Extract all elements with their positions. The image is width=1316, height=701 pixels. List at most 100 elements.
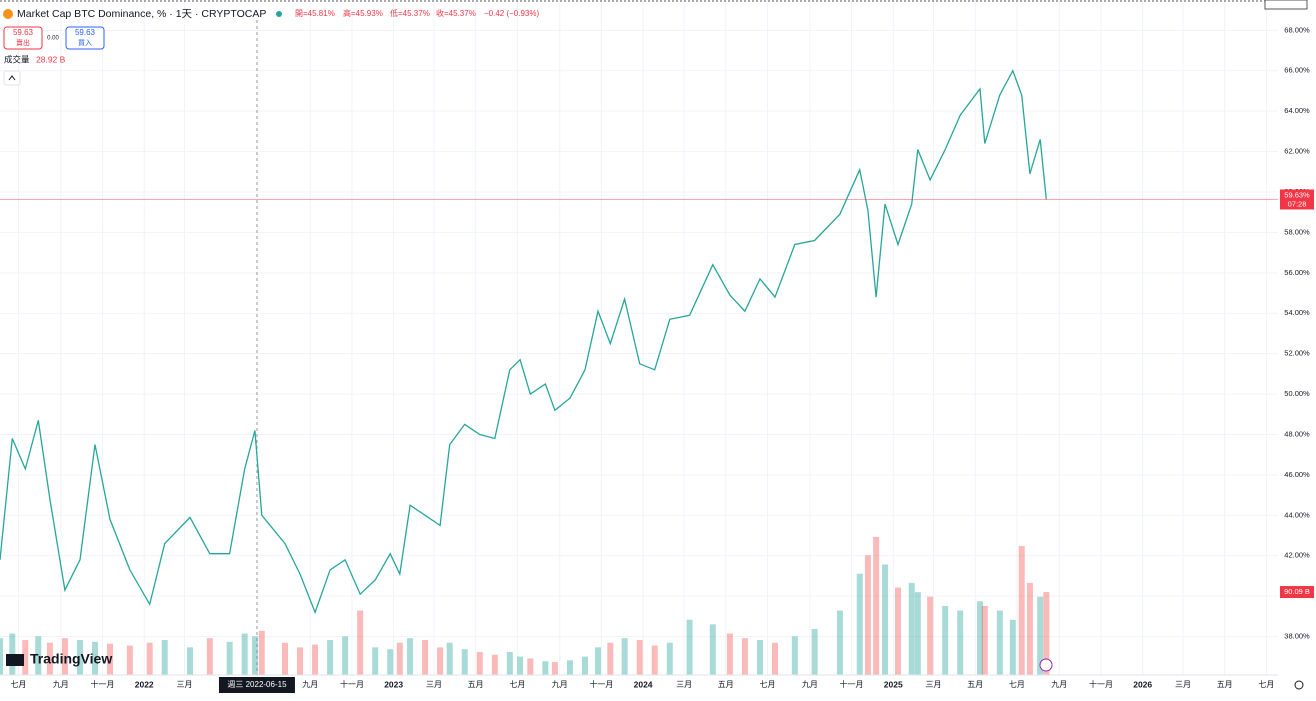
volume-bar	[206, 638, 213, 675]
x-tick-label: 五月	[718, 680, 734, 689]
ohlc-close: 收=45.37%	[436, 8, 476, 18]
volume-bar	[506, 651, 513, 675]
volume-bar	[1037, 596, 1044, 675]
x-tick-label: 三月	[177, 680, 193, 689]
y-tick-label: 44.00%	[1284, 510, 1310, 519]
x-tick-label: 十一月	[840, 679, 864, 689]
x-tick-label: 三月	[926, 680, 942, 689]
volume-bar	[437, 647, 444, 675]
volume-bar	[0, 638, 3, 675]
volume-bar	[836, 610, 843, 675]
last-volume-box	[1280, 586, 1314, 599]
x-tick-label: 七月	[1258, 680, 1274, 689]
volume-bar	[566, 660, 573, 675]
x-tick-label: 七月	[1009, 680, 1025, 689]
volume-bar	[297, 647, 304, 675]
volume-bar	[942, 605, 949, 675]
volume-bar	[517, 656, 524, 675]
settings-icon[interactable]	[1294, 680, 1304, 690]
volume-bar	[251, 636, 258, 675]
volume-bar	[226, 641, 233, 675]
y-tick-label: 62.00%	[1284, 147, 1310, 156]
volume-bar	[709, 624, 716, 675]
ohlc-low: 低=45.37%	[390, 8, 430, 18]
volume-bar	[91, 641, 98, 675]
sell-price: 59.63	[13, 28, 34, 37]
volume-bar	[651, 645, 658, 675]
volume-bar	[327, 640, 334, 675]
volume-bar	[357, 610, 364, 675]
event-icon[interactable]	[1039, 658, 1053, 672]
volume-bar	[107, 643, 114, 675]
volume-bar	[594, 647, 601, 675]
collapse-button[interactable]	[3, 70, 21, 86]
x-tick-label: 九月	[1051, 680, 1067, 689]
symbol-title[interactable]: Market Cap BTC Dominance, % · 1天 · CRYPT…	[17, 8, 266, 20]
y-tick-label: 50.00%	[1284, 389, 1310, 398]
volume-bar	[241, 633, 248, 675]
volume-bar	[726, 633, 733, 675]
last-volume-label: 90.09 B	[1284, 587, 1310, 596]
logo-mark	[6, 654, 24, 666]
volume-bar	[686, 619, 693, 675]
price-line	[0, 69, 1047, 615]
last-price-box	[1280, 189, 1314, 210]
volume-bar	[422, 640, 429, 675]
volume-bar	[396, 642, 403, 675]
volume-legend: 成交量	[4, 54, 30, 64]
volume-bar	[126, 645, 133, 675]
y-tick-label: 64.00%	[1284, 106, 1310, 115]
volume-bar	[342, 636, 349, 675]
volume-bar	[772, 642, 779, 675]
volume-bar	[914, 592, 921, 675]
x-tick-label: 七月	[759, 680, 775, 689]
volume-bar	[372, 647, 379, 675]
price-axis	[1278, 0, 1316, 701]
volume-bar	[856, 573, 863, 675]
y-tick-label: 38.00%	[1284, 632, 1310, 641]
volume-bar	[22, 640, 29, 675]
x-tick-label: 十一月	[340, 679, 364, 689]
volume-bar	[981, 605, 988, 675]
volume-bar	[666, 642, 673, 675]
status-dot	[276, 11, 282, 17]
x-tick-label: 五月	[1217, 680, 1233, 689]
y-tick-label: 52.00%	[1284, 349, 1310, 358]
volume-bar	[186, 647, 193, 675]
x-tick-label: 五月	[468, 680, 484, 689]
logo-text: TradingView	[30, 651, 112, 667]
x-tick-label: 十一月	[91, 679, 115, 689]
window-controls[interactable]	[1264, 0, 1308, 10]
volume-bar	[461, 649, 468, 675]
volume-bar	[741, 638, 748, 675]
volume-bar	[1026, 582, 1033, 675]
volume-bar	[607, 642, 614, 675]
y-tick-label: 66.00%	[1284, 66, 1310, 75]
volume-bar	[76, 640, 83, 675]
volume-legend-value: 28.92 B	[36, 54, 66, 64]
y-tick-label: 42.00%	[1284, 551, 1310, 560]
x-tick-label: 十一月	[589, 679, 613, 689]
x-tick-label: 2025	[884, 679, 903, 689]
y-tick-label: 54.00%	[1284, 308, 1310, 317]
volume-bar	[977, 601, 984, 675]
volume-bar	[258, 630, 265, 675]
y-tick-label: 46.00%	[1284, 470, 1310, 479]
y-tick-label: 56.00%	[1284, 268, 1310, 277]
buy-button[interactable]	[65, 26, 105, 50]
volume-bar	[636, 640, 643, 675]
volume-bar	[46, 642, 53, 675]
time-axis	[0, 675, 1316, 701]
symbol-icon	[3, 9, 13, 19]
volume-bar	[61, 638, 68, 675]
volume-bar	[621, 638, 628, 675]
volume-bar	[312, 644, 319, 675]
x-tick-label: 2023	[384, 679, 403, 689]
volume-bar	[864, 555, 871, 675]
volume-bar	[927, 596, 934, 675]
y-tick-label: 58.00%	[1284, 227, 1310, 236]
volume-bar	[895, 587, 902, 675]
sell-button[interactable]	[3, 26, 43, 50]
volume-bar	[551, 662, 558, 675]
volume-bar	[882, 564, 889, 675]
